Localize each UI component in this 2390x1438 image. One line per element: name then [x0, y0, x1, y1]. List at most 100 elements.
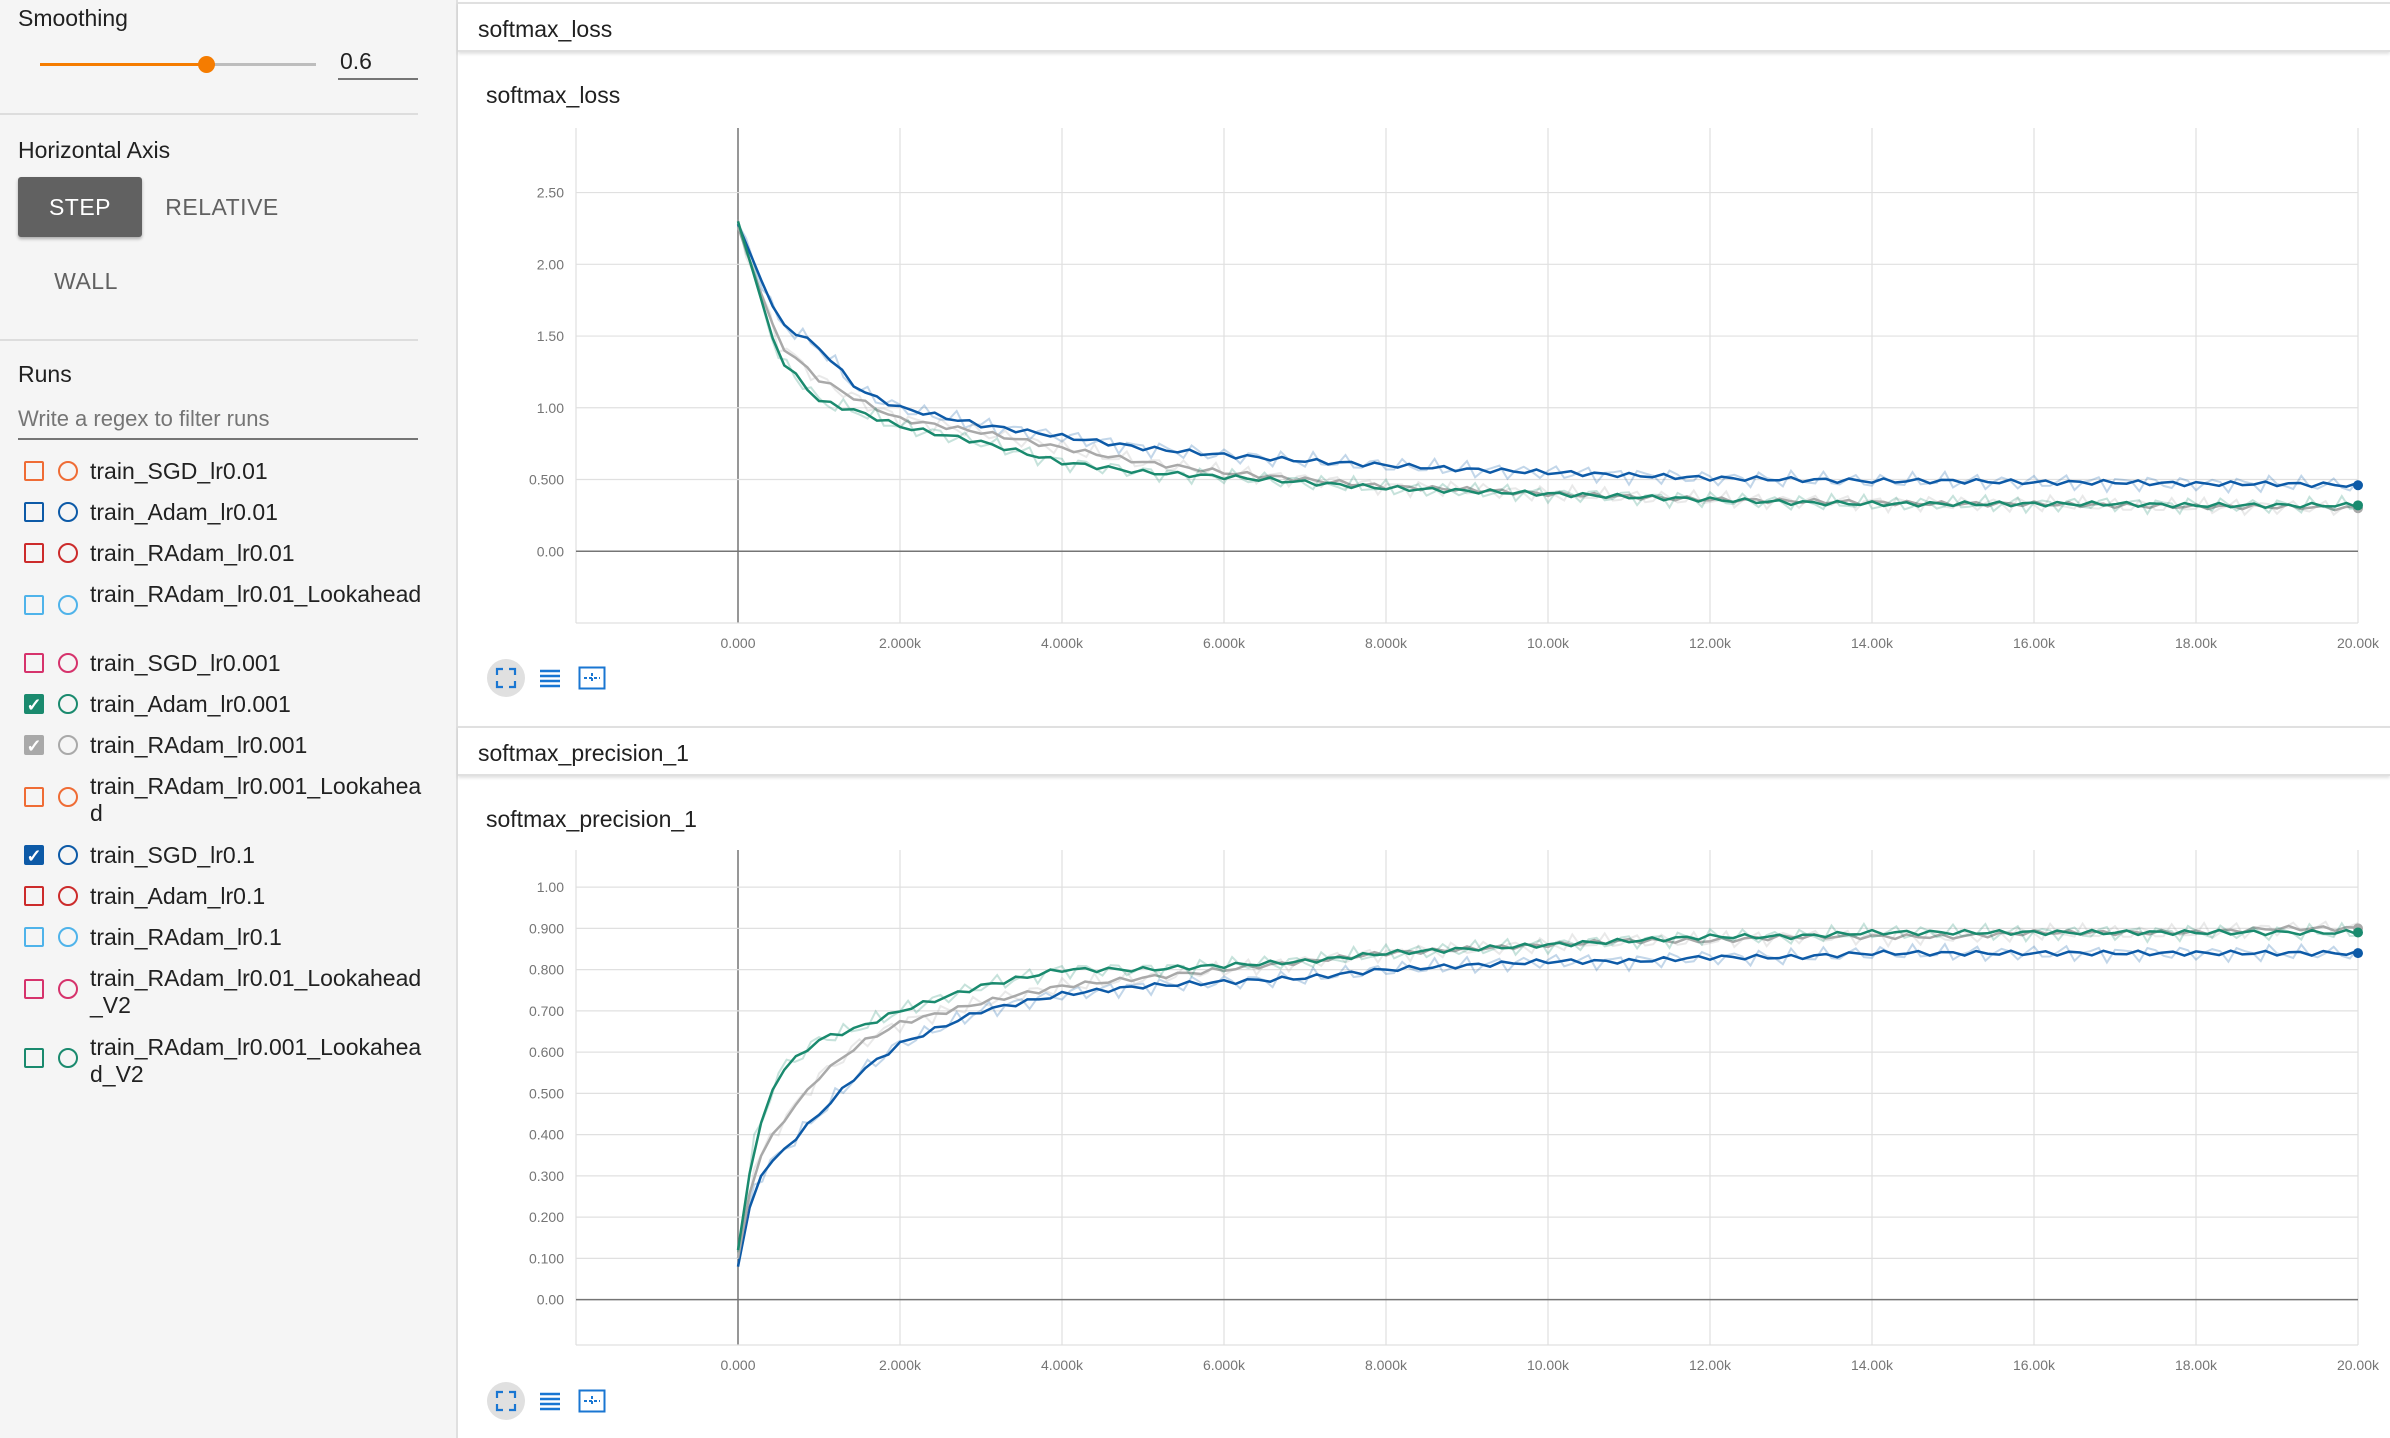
run-radio[interactable]: [58, 979, 78, 999]
y-tick-label: 0.500: [529, 472, 564, 488]
x-tick-label: 4.000k: [1041, 635, 1084, 651]
run-checkbox[interactable]: [24, 502, 44, 522]
y-tick-label: 1.00: [537, 879, 564, 895]
series-raw-line: [737, 222, 2359, 516]
y-tick-label: 0.500: [529, 1085, 564, 1101]
run-radio[interactable]: [58, 461, 78, 481]
x-tick-label: 2.000k: [879, 635, 922, 651]
smoothing-value-input[interactable]: 0.6: [338, 48, 418, 80]
run-checkbox[interactable]: ✓: [24, 735, 44, 755]
run-label: train_Adam_lr0.1: [90, 883, 266, 909]
run-checkbox[interactable]: [24, 595, 44, 615]
run-label: train_RAdam_lr0.001_Lookahead_V2: [90, 1034, 422, 1087]
run-radio[interactable]: [58, 543, 78, 563]
relative-button[interactable]: RELATIVE: [165, 194, 279, 220]
y-tick-label: 0.200: [529, 1209, 564, 1225]
run-label: train_RAdam_lr0.001_Lookahead: [90, 773, 422, 826]
run-checkbox[interactable]: [24, 461, 44, 481]
run-radio[interactable]: [58, 653, 78, 673]
run-checkbox[interactable]: [24, 1048, 44, 1068]
run-checkbox[interactable]: [24, 927, 44, 947]
softmax-loss-chart[interactable]: 0.000 2.000k 4.000k 6.000k 8.000k 10.00k 12.00…: [458, 118, 2390, 651]
wall-button[interactable]: WALL: [54, 268, 118, 294]
run-label: train_RAdam_lr0.01: [90, 540, 295, 566]
y-tick-label: 0.700: [529, 1003, 564, 1019]
divider: [0, 113, 418, 115]
run-label: train_Adam_lr0.001: [90, 691, 291, 717]
run-checkbox[interactable]: [24, 886, 44, 906]
panel-header-title: softmax_precision_1: [478, 740, 689, 766]
y-tick-label: 0.800: [529, 962, 564, 978]
x-tick-label: 18.00k: [2175, 1357, 2218, 1373]
y-tick-label: 0.00: [537, 543, 564, 559]
run-radio[interactable]: [58, 595, 78, 615]
series-line: [736, 924, 2359, 1259]
run-checkbox[interactable]: ✓: [24, 845, 44, 865]
run-label: train_RAdam_lr0.01_Lookahead: [90, 581, 422, 607]
x-tick-label: 8.000k: [1365, 635, 1408, 651]
softmax-precision-chart[interactable]: 0.000 2.000k 4.000k 6.000k 8.000k 10.00k 12.00…: [458, 840, 2390, 1373]
y-tick-label: 0.600: [529, 1044, 564, 1060]
run-radio[interactable]: [58, 1048, 78, 1068]
x-tick-label: 16.00k: [2013, 1357, 2056, 1373]
toggle-log-scale-icon[interactable]: [531, 659, 569, 697]
run-radio[interactable]: [58, 845, 78, 865]
sidebar: Smoothing 0.6 Horizontal Axis STEP RELAT…: [0, 0, 458, 1438]
x-tick-label: 12.00k: [1689, 635, 1732, 651]
series-line: [736, 928, 2359, 1251]
panel-header-title: softmax_loss: [478, 16, 613, 42]
run-checkbox[interactable]: ✓: [24, 694, 44, 714]
run-label: train_RAdam_lr0.001: [90, 732, 308, 758]
run-radio[interactable]: [58, 927, 78, 947]
fit-domain-icon[interactable]: [573, 1382, 611, 1420]
series-raw-line: [737, 942, 2359, 1267]
y-tick-label: 0.00: [537, 1292, 564, 1308]
series-raw-line: [737, 921, 2359, 1253]
run-radio[interactable]: [58, 886, 78, 906]
x-tick-label: 20.00k: [2337, 1357, 2380, 1373]
panel-header-softmax-loss[interactable]: softmax_loss: [458, 2, 2390, 52]
run-label: train_RAdam_lr0.01_Lookahead_V2: [90, 965, 422, 1018]
x-tick-label: 16.00k: [2013, 635, 2056, 651]
runs-filter-input[interactable]: Write a regex to filter runs: [18, 406, 418, 440]
x-tick-label: 8.000k: [1365, 1357, 1408, 1373]
run-radio[interactable]: [58, 787, 78, 807]
run-radio[interactable]: [58, 502, 78, 522]
run-radio[interactable]: [58, 694, 78, 714]
y-tick-label: 2.50: [537, 185, 564, 201]
y-tick-label: 0.300: [529, 1168, 564, 1184]
y-tick-label: 0.100: [529, 1250, 564, 1266]
step-button[interactable]: STEP: [18, 177, 142, 237]
run-checkbox[interactable]: [24, 653, 44, 673]
fullscreen-icon[interactable]: [487, 1382, 525, 1420]
series-line: [736, 220, 2359, 510]
toggle-log-scale-icon[interactable]: [531, 1382, 569, 1420]
x-tick-label: 10.00k: [1527, 1357, 1570, 1373]
panel-header-softmax-precision[interactable]: softmax_precision_1: [458, 726, 2390, 776]
x-tick-label: 6.000k: [1203, 635, 1246, 651]
y-tick-label: 1.00: [537, 400, 564, 416]
y-tick-label: 1.50: [537, 328, 564, 344]
fullscreen-icon[interactable]: [487, 659, 525, 697]
smoothing-label: Smoothing: [18, 5, 128, 31]
x-tick-label: 10.00k: [1527, 635, 1570, 651]
horizontal-axis-label: Horizontal Axis: [18, 137, 171, 163]
run-checkbox[interactable]: [24, 979, 44, 999]
smoothing-slider-thumb[interactable]: [197, 56, 215, 73]
series-end-point: [2353, 927, 2363, 938]
run-checkbox[interactable]: [24, 787, 44, 807]
run-radio[interactable]: [58, 735, 78, 755]
y-tick-label: 0.900: [529, 920, 564, 936]
run-label: train_SGD_lr0.001: [90, 650, 281, 676]
y-tick-label: 0.400: [529, 1127, 564, 1143]
run-label: train_SGD_lr0.1: [90, 842, 255, 868]
smoothing-slider[interactable]: [40, 56, 316, 73]
series-line: [736, 223, 2359, 489]
run-checkbox[interactable]: [24, 543, 44, 563]
fit-domain-icon[interactable]: [573, 659, 611, 697]
run-label: train_SGD_lr0.01: [90, 458, 268, 484]
x-tick-label: 12.00k: [1689, 1357, 1732, 1373]
series-end-point: [2353, 480, 2363, 491]
x-tick-label: 0.000: [720, 1357, 755, 1373]
series-line: [736, 949, 2359, 1267]
